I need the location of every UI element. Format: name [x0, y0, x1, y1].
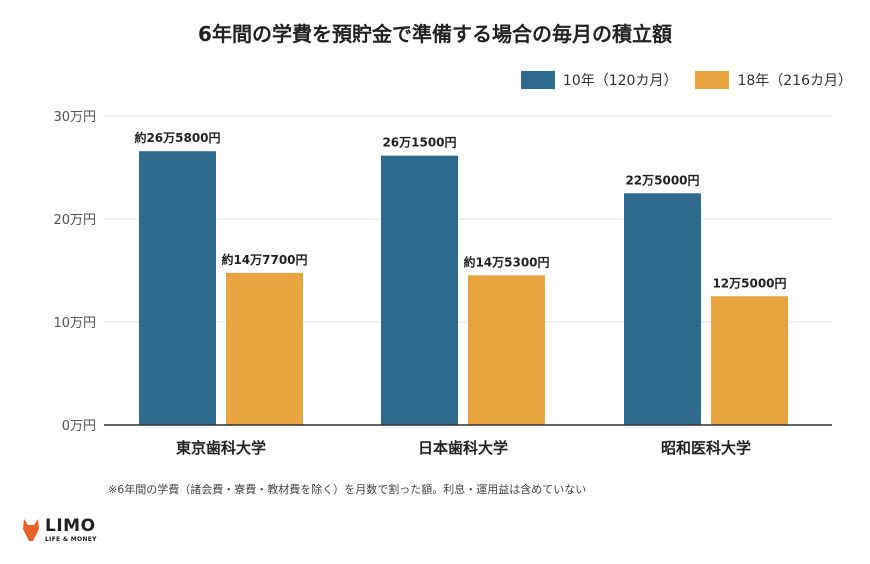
legend-label-18yr: 18年（216カ月）: [737, 73, 852, 89]
x-tick-label: 東京歯科大学: [176, 439, 266, 457]
legend-item-10yr: 10年（120カ月）: [520, 70, 678, 90]
data-label: 22万5000円: [625, 173, 699, 187]
logo-wordmark: LIMO: [45, 515, 96, 536]
limo-logo: LIMO LIFE & MONEY: [20, 517, 97, 543]
legend-swatch-18yr: [695, 71, 730, 89]
y-tick-label: 0万円: [62, 419, 96, 434]
y-tick-label: 30万円: [53, 110, 96, 125]
x-tick-label: 昭和医科大学: [661, 439, 751, 457]
x-tick-label: 日本歯科大学: [418, 439, 508, 457]
legend-swatch-10yr: [520, 71, 555, 89]
bar: [226, 272, 303, 425]
data-label: 約26万5800円: [134, 130, 220, 145]
footnote: ※6年間の学費（諸会費・寮費・教材費を除く）を月数で割った額。利息・運用益は含め…: [108, 483, 587, 496]
bar: [381, 155, 458, 425]
chart-title: 6年間の学費を預貯金で準備する場合の毎月の積立額: [198, 22, 672, 46]
bar: [624, 193, 701, 425]
data-label: 12万5000円: [712, 276, 786, 290]
bar: [139, 151, 216, 425]
data-label: 約14万5300円: [463, 254, 549, 269]
legend: 10年（120カ月） 18年（216カ月）: [520, 70, 852, 90]
fox-icon: [23, 519, 39, 541]
logo-tagline: LIFE & MONEY: [45, 535, 97, 543]
data-label: 26万1500円: [382, 136, 456, 150]
data-label: 約14万7700円: [221, 252, 307, 267]
y-tick-label: 20万円: [53, 213, 96, 228]
legend-label-10yr: 10年（120カ月）: [562, 73, 678, 89]
legend-item-18yr: 18年（216カ月）: [695, 70, 852, 90]
y-tick-label: 10万円: [53, 316, 96, 331]
bar: [468, 275, 545, 425]
bar: [711, 296, 788, 425]
